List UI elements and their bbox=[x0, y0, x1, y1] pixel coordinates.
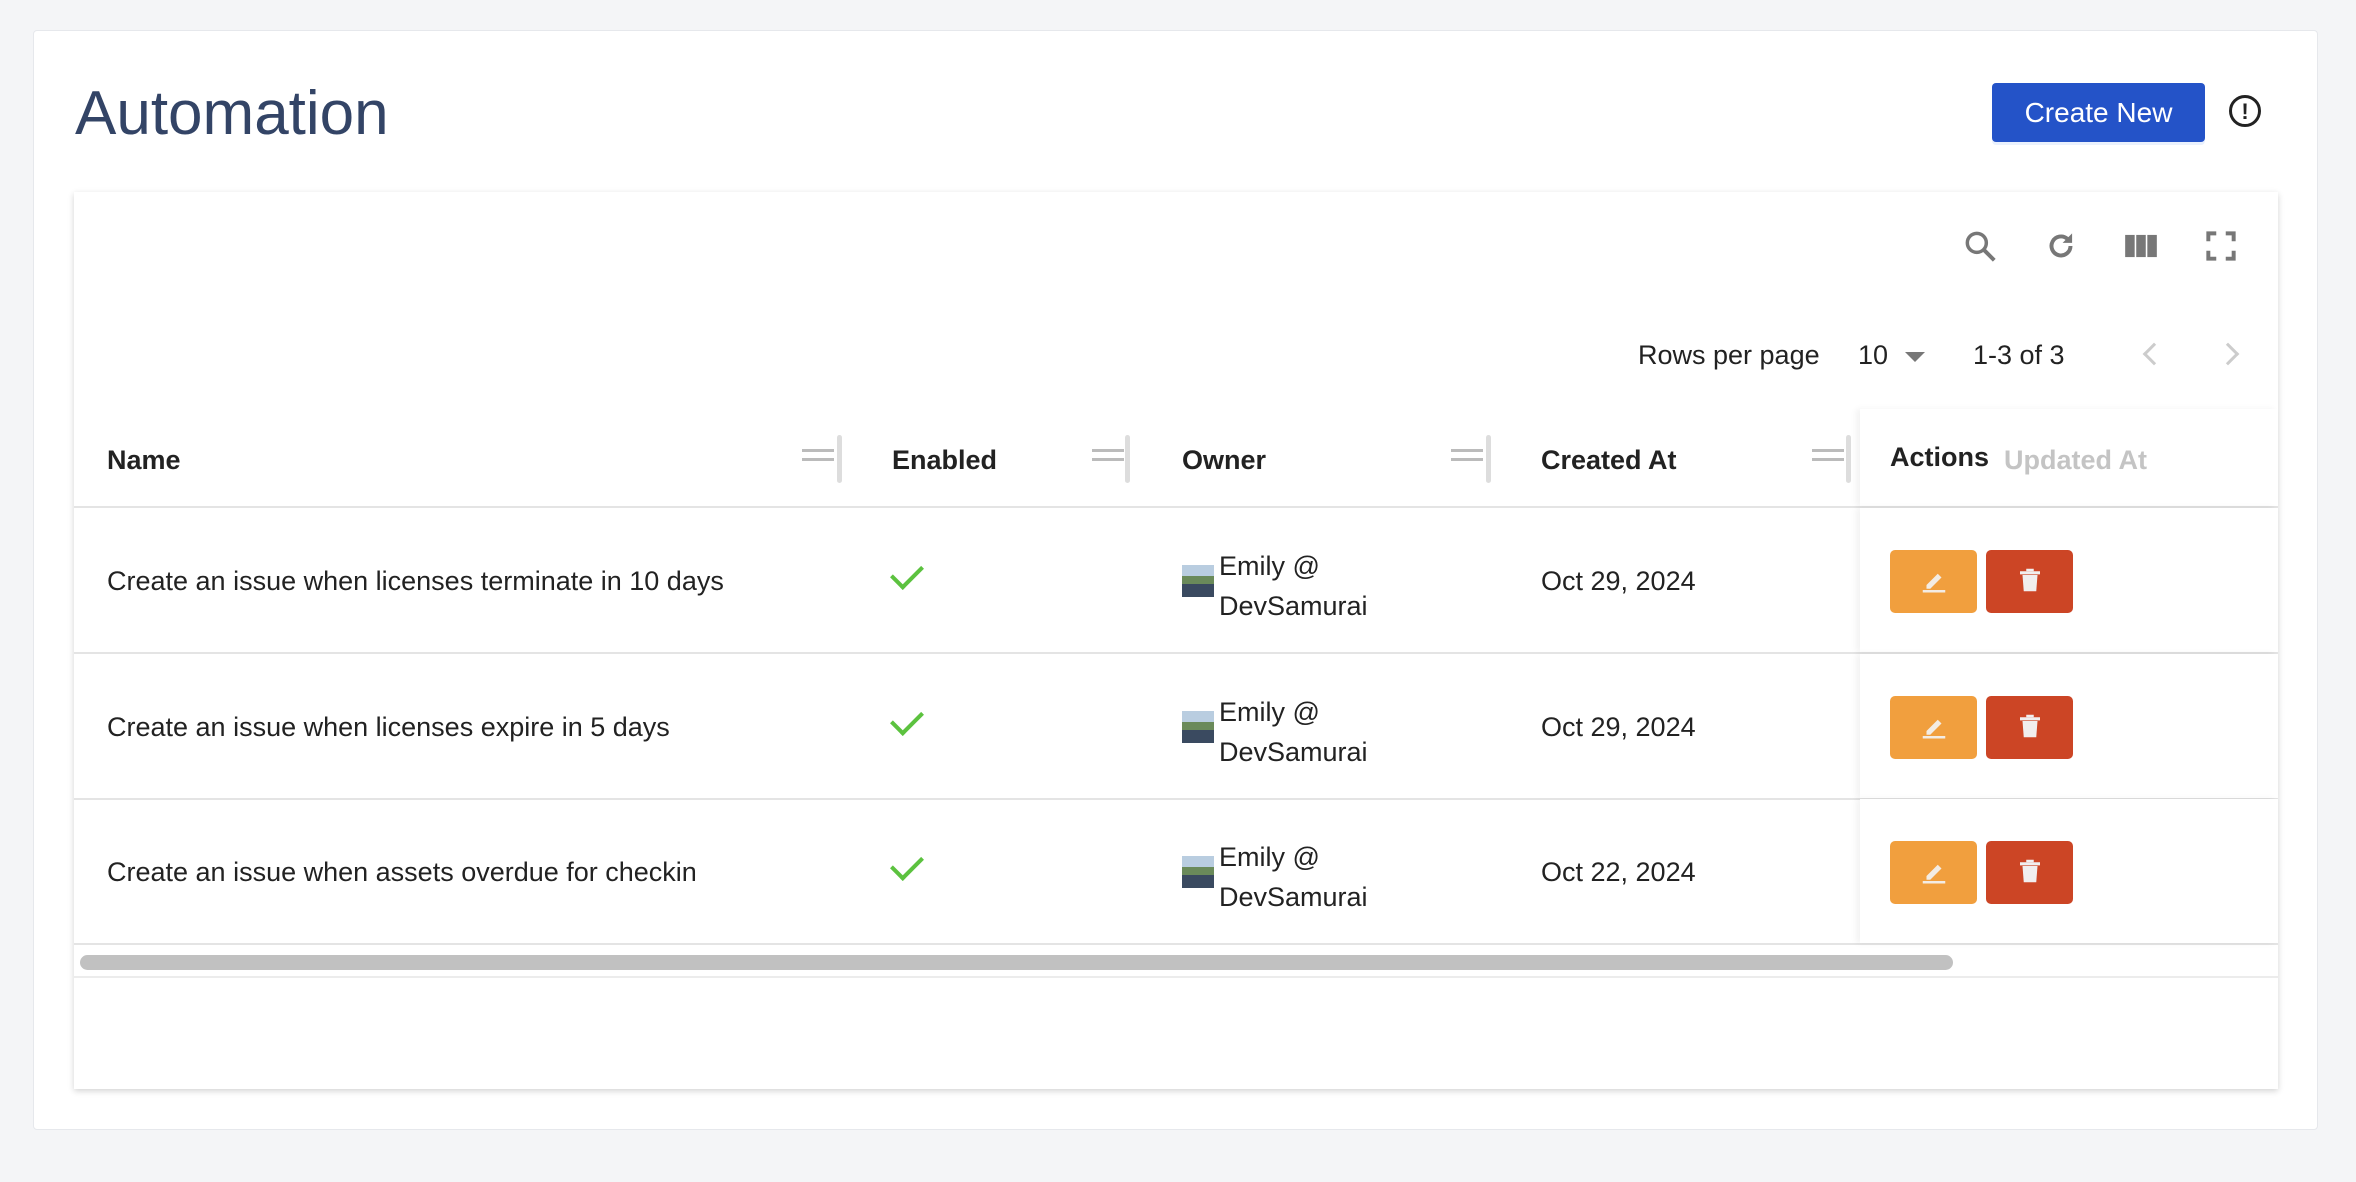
rows-per-page-select[interactable]: 10 bbox=[1858, 340, 1889, 370]
edit-button[interactable] bbox=[1890, 696, 1977, 759]
actions-cell bbox=[1860, 654, 2278, 798]
rows-per-page-label: Rows per page bbox=[1638, 340, 1820, 370]
column-header-owner[interactable]: Owner bbox=[1182, 445, 1267, 475]
avatar bbox=[1182, 565, 1214, 597]
column-resizer[interactable] bbox=[1846, 435, 1851, 483]
refresh-icon[interactable] bbox=[2042, 227, 2080, 265]
column-resizer[interactable] bbox=[837, 435, 842, 483]
actions-cell bbox=[1860, 799, 2278, 943]
drag-handle-icon[interactable] bbox=[1092, 449, 1124, 461]
columns-icon[interactable] bbox=[2122, 227, 2160, 265]
automation-name[interactable]: Create an issue when licenses terminate … bbox=[107, 566, 724, 596]
table-row: Create an issue when assets overdue for … bbox=[74, 799, 2278, 945]
check-icon bbox=[890, 556, 924, 590]
column-header-enabled[interactable]: Enabled bbox=[892, 445, 998, 475]
trash-icon bbox=[2019, 714, 2040, 738]
actions-header: Actions bbox=[1860, 409, 2278, 506]
page-title: Automation bbox=[75, 79, 389, 148]
pencil-icon bbox=[1922, 573, 1945, 593]
created-at: Oct 29, 2024 bbox=[1541, 566, 1696, 596]
chevron-down-icon[interactable] bbox=[1905, 352, 1925, 362]
column-header-name[interactable]: Name bbox=[107, 445, 181, 475]
column-resizer[interactable] bbox=[1125, 435, 1130, 483]
table-row: Create an issue when licenses terminate … bbox=[74, 508, 2278, 654]
check-icon bbox=[890, 847, 924, 881]
column-header-actions: Actions bbox=[1890, 442, 1990, 472]
drag-handle-icon[interactable] bbox=[802, 449, 834, 461]
table-header: Name Enabled Owner Created At Actions Up… bbox=[74, 409, 2278, 508]
owner-name: Emily @ DevSamurai bbox=[1219, 842, 1368, 912]
horizontal-scrollbar[interactable] bbox=[80, 955, 1953, 970]
trash-icon bbox=[2019, 568, 2040, 592]
owner-name: Emily @ DevSamurai bbox=[1219, 551, 1368, 621]
automation-name[interactable]: Create an issue when assets overdue for … bbox=[107, 857, 697, 887]
column-header-updated-at: Updated At bbox=[2004, 445, 2147, 475]
column-resizer[interactable] bbox=[1486, 435, 1491, 483]
avatar bbox=[1182, 856, 1214, 888]
info-circle-icon[interactable]: ! bbox=[2229, 95, 2261, 127]
check-icon bbox=[890, 702, 924, 736]
column-header-created-at[interactable]: Created At bbox=[1541, 445, 1677, 475]
edit-button[interactable] bbox=[1890, 841, 1977, 904]
created-at: Oct 29, 2024 bbox=[1541, 712, 1696, 742]
delete-button[interactable] bbox=[1986, 696, 2073, 759]
pencil-icon bbox=[1922, 719, 1945, 739]
created-at: Oct 22, 2024 bbox=[1541, 857, 1696, 887]
divider bbox=[74, 976, 2278, 978]
create-new-button[interactable]: Create New bbox=[1992, 83, 2205, 142]
owner-name: Emily @ DevSamurai bbox=[1219, 697, 1368, 767]
delete-button[interactable] bbox=[1986, 841, 2073, 904]
pagination-range: 1-3 of 3 bbox=[1973, 340, 2065, 370]
search-icon[interactable] bbox=[1961, 227, 1999, 265]
fullscreen-icon[interactable] bbox=[2202, 227, 2240, 265]
pencil-icon bbox=[1922, 864, 1945, 884]
automation-name[interactable]: Create an issue when licenses expire in … bbox=[107, 712, 670, 742]
table-row: Create an issue when licenses expire in … bbox=[74, 654, 2278, 800]
actions-cell bbox=[1860, 508, 2278, 652]
avatar bbox=[1182, 711, 1214, 743]
trash-icon bbox=[2019, 859, 2040, 883]
drag-handle-icon[interactable] bbox=[1812, 449, 1844, 461]
edit-button[interactable] bbox=[1890, 550, 1977, 613]
drag-handle-icon[interactable] bbox=[1451, 449, 1483, 461]
delete-button[interactable] bbox=[1986, 550, 2073, 613]
